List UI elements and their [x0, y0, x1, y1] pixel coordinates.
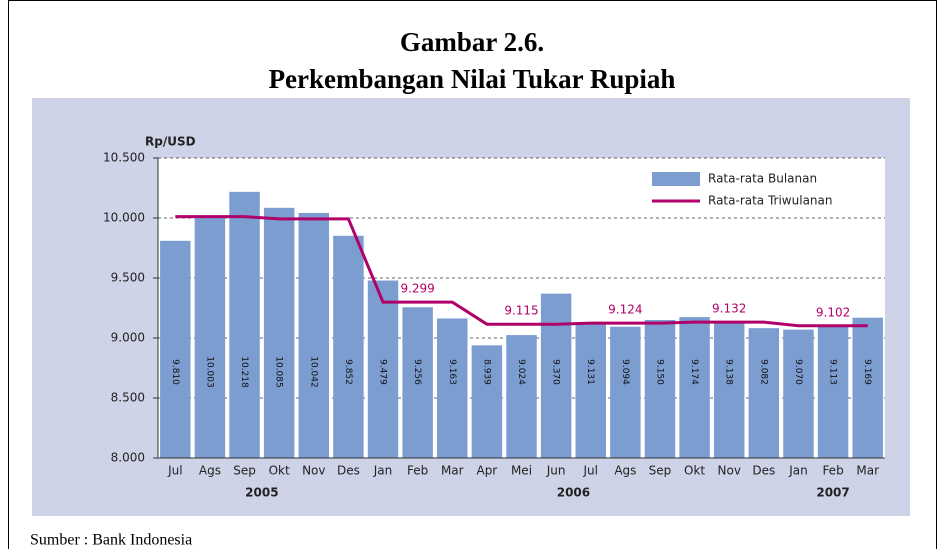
- bar: [713, 321, 745, 458]
- bar: [298, 212, 330, 458]
- bar: [402, 307, 433, 458]
- x-tick-label: Sep: [233, 464, 256, 478]
- year-label: 2005: [245, 486, 278, 500]
- bar-value-label: 9.370: [551, 359, 561, 385]
- y-axis-label: Rp/USD: [145, 135, 196, 149]
- y-tick-label: 10.000: [103, 211, 145, 225]
- bar-value-label: 9.131: [585, 359, 595, 385]
- y-tick-label: 8.500: [111, 391, 145, 405]
- x-tick-label: Nov: [718, 464, 741, 478]
- legend-label: Rata-rata Bulanan: [708, 172, 817, 186]
- bar-value-label: 9.479: [378, 359, 388, 385]
- x-tick-label: Feb: [407, 464, 428, 478]
- bar-value-label: 9.256: [412, 359, 422, 385]
- bar: [575, 322, 606, 458]
- y-tick-label: 9.000: [111, 331, 145, 345]
- chart-title: Gambar 2.6.: [400, 27, 544, 57]
- bar-value-label: 9.024: [516, 359, 526, 385]
- x-tick-label: Jul: [167, 464, 182, 478]
- legend-swatch: [652, 172, 700, 186]
- bar: [333, 235, 364, 458]
- bar: [644, 320, 676, 458]
- x-tick-label: Apr: [476, 464, 497, 478]
- line-value-label: 9.299: [400, 282, 434, 296]
- bar: [263, 207, 295, 458]
- x-tick-label: Mar: [856, 464, 879, 478]
- bar-value-label: 9.138: [724, 359, 734, 385]
- bar: [610, 326, 641, 458]
- bar-value-label: 9.082: [758, 359, 768, 385]
- y-tick-label: 10.500: [103, 151, 145, 165]
- year-label: 2007: [816, 486, 849, 500]
- line: [175, 215, 868, 328]
- source: Sumber : Bank Indonesia: [30, 532, 192, 549]
- line-value-label: 9.115: [504, 304, 538, 318]
- bar: [229, 191, 260, 458]
- line-value-label: 9.124: [608, 303, 642, 317]
- bar: [817, 324, 849, 458]
- bar-value-label: 9.169: [862, 359, 872, 385]
- x-tick-label: Jul: [582, 464, 597, 478]
- x-tick-label: Nov: [302, 464, 325, 478]
- bar-value-label: 9.163: [447, 359, 457, 385]
- bar-value-label: 9.852: [343, 359, 353, 385]
- bar-value-label: 10.085: [274, 356, 284, 388]
- x-tick-label: Sep: [649, 464, 672, 478]
- bar: [783, 329, 814, 458]
- bar-value-label: 8.939: [481, 359, 491, 385]
- x-tick-label: Feb: [822, 464, 843, 478]
- x-tick-label: Jan: [373, 464, 393, 478]
- year-label: 2006: [557, 486, 590, 500]
- bar: [679, 317, 710, 458]
- x-tick-label: Jun: [546, 464, 566, 478]
- bar: [852, 317, 883, 458]
- bar-value-label: 9.174: [689, 359, 699, 385]
- bar: [748, 328, 780, 458]
- y-tick-label: 8.000: [111, 451, 145, 465]
- bar-value-label: 9.810: [170, 359, 180, 385]
- bar: [160, 240, 191, 458]
- bar: [506, 335, 537, 458]
- x-tick-label: Ags: [199, 464, 221, 478]
- bar-value-label: 10.003: [204, 356, 214, 388]
- bar: [540, 293, 572, 458]
- bar-value-label: 9.070: [793, 359, 803, 385]
- x-tick-label: Mar: [441, 464, 464, 478]
- bar-value-label: 9.150: [654, 359, 664, 385]
- x-tick-label: Mei: [511, 464, 532, 478]
- x-tick-label: Okt: [269, 464, 290, 478]
- bar: [194, 217, 226, 458]
- chart-subtitle: Perkembangan Nilai Tukar Rupiah: [269, 64, 676, 94]
- x-tick-label: Des: [337, 464, 360, 478]
- legend-label: Rata-rata Triwulanan: [708, 194, 832, 208]
- bar-value-label: 10.218: [239, 356, 249, 388]
- x-tick-label: Ags: [614, 464, 636, 478]
- bar-value-label: 9.094: [620, 359, 630, 385]
- bar: [367, 280, 399, 458]
- x-tick-label: Okt: [684, 464, 705, 478]
- bar: [437, 318, 468, 458]
- x-tick-label: Des: [752, 464, 775, 478]
- bar: [471, 345, 503, 458]
- bar-value-label: 10.042: [308, 356, 318, 388]
- line-value-label: 9.102: [816, 305, 850, 319]
- bar-value-label: 9.113: [828, 359, 838, 385]
- y-tick-label: 9.500: [111, 271, 145, 285]
- line-value-label: 9.132: [712, 302, 746, 316]
- x-tick-label: Jan: [788, 464, 808, 478]
